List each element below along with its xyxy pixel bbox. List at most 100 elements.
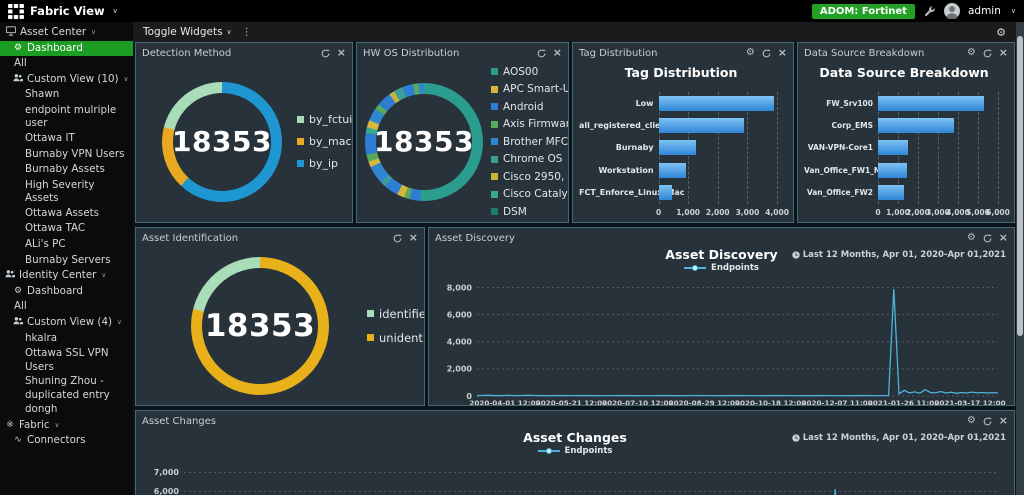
- sidebar-item-ottawa-assets[interactable]: Ottawa Assets: [0, 206, 133, 222]
- bar[interactable]: [878, 95, 984, 111]
- legend-item-cisco-2950-2960[interactable]: Cisco 2950, 2960,: [491, 171, 568, 183]
- bar[interactable]: [658, 118, 745, 134]
- bar[interactable]: [878, 162, 907, 178]
- refresh-icon[interactable]: [762, 48, 771, 58]
- legend-item-dsm[interactable]: DSM: [491, 206, 568, 218]
- legend-item-axis-firmware[interactable]: Axis Firmware: [491, 118, 568, 130]
- sidebar-item-endpoint-mulriple-user[interactable]: endpoint mulriple user: [0, 103, 133, 131]
- sidebar-item-all[interactable]: All: [0, 299, 133, 315]
- close-icon[interactable]: ×: [777, 46, 787, 59]
- bar-row-van-office-fw1-master[interactable]: Van_Office_FW1_Master: [804, 162, 1004, 178]
- sidebar-item-burnaby-servers[interactable]: Burnaby Servers: [0, 253, 133, 269]
- sidebar-item-burnaby-vpn-users[interactable]: Burnaby VPN Users: [0, 147, 133, 163]
- bar-row-burnaby[interactable]: Burnaby: [579, 140, 783, 156]
- tools-wrench-icon[interactable]: [923, 5, 936, 18]
- legend-item-identified[interactable]: identified: [367, 307, 424, 321]
- close-icon[interactable]: ×: [998, 46, 1008, 59]
- dashboard-settings-icon[interactable]: ⚙: [996, 25, 1006, 39]
- legend-item-brother-mfc-7820[interactable]: Brother MFC-7820: [491, 136, 568, 148]
- more-options-icon[interactable]: ⋮: [241, 26, 252, 38]
- widget-settings-icon[interactable]: ⚙: [966, 47, 976, 58]
- bar-row-corp-ems[interactable]: Corp_EMS: [804, 118, 1004, 134]
- data-source-bar-chart[interactable]: FW_Srv100 Corp_EMS VAN-VPN-Core1 Van_Office…: [804, 92, 1010, 219]
- refresh-icon[interactable]: [393, 233, 402, 243]
- legend-item-android[interactable]: Android: [491, 101, 568, 113]
- close-icon[interactable]: ×: [998, 231, 1008, 244]
- tag-distribution-bar-chart[interactable]: Low all_registered_clients Burnaby Workstat…: [579, 92, 789, 219]
- chevron-down-icon[interactable]: ∨: [1010, 7, 1016, 15]
- toggle-widgets-button[interactable]: Toggle Widgets: [143, 26, 223, 38]
- bar[interactable]: [658, 185, 673, 201]
- vertical-scrollbar[interactable]: [1016, 22, 1024, 495]
- legend-item-aos00[interactable]: AOS00: [491, 66, 568, 78]
- bar-row-all-registered-clients[interactable]: all_registered_clients: [579, 118, 783, 134]
- widget-settings-icon[interactable]: ⚙: [966, 415, 976, 426]
- sidebar-item-burnaby-assets[interactable]: Burnaby Assets: [0, 162, 133, 178]
- legend-item-by-fctuid[interactable]: by_fctuid: [297, 113, 352, 126]
- bar-row-van-vpn-core1[interactable]: VAN-VPN-Core1: [804, 140, 1004, 156]
- detection-method-donut[interactable]: 18353: [162, 81, 282, 202]
- legend-item-by-ip[interactable]: by_ip: [297, 157, 352, 170]
- close-icon[interactable]: ×: [408, 231, 418, 244]
- scrollbar-thumb[interactable]: [1017, 36, 1023, 336]
- refresh-icon[interactable]: [983, 416, 992, 426]
- sidebar-item-ottawa-it[interactable]: Ottawa IT: [0, 131, 133, 147]
- sidebar-item-ottawa-ssl-vpn-users[interactable]: Ottawa SSL VPN Users: [0, 346, 133, 374]
- sidebar-item-custom-view-10[interactable]: Custom View (10) ∨: [0, 72, 133, 88]
- sidebar-item-ottawa-tac[interactable]: Ottawa TAC: [0, 221, 133, 237]
- refresh-icon[interactable]: [321, 48, 330, 58]
- series-legend-endpoints[interactable]: Endpoints: [136, 445, 1014, 457]
- bar[interactable]: [658, 95, 775, 111]
- sidebar-item-asset-center[interactable]: Asset Center ∨: [0, 25, 133, 41]
- sidebar-item-dashboard[interactable]: ⚙ Dashboard: [0, 40, 133, 57]
- hw-os-donut[interactable]: 18353: [365, 82, 483, 201]
- legend-item-unidentified[interactable]: unidentified: [367, 331, 424, 345]
- sidebar-item-connectors[interactable]: ∿ Connectors: [0, 433, 133, 449]
- asset-changes-line-chart[interactable]: 7,0006,0005,0004,0003,0002,0001,00002020…: [138, 459, 1012, 495]
- legend-item-apc-smart-ups-30[interactable]: APC Smart-UPS 30: [491, 83, 568, 95]
- legend-item-cisco-catalyst-260[interactable]: Cisco Catalyst 260: [491, 188, 568, 200]
- bar-row-workstation[interactable]: Workstation: [579, 162, 783, 178]
- avatar[interactable]: [943, 3, 960, 19]
- bar-row-fct-enforce-linux-mac[interactable]: FCT_Enforce_Linux_Mac: [579, 185, 783, 201]
- bar[interactable]: [878, 140, 908, 156]
- sidebar-item-dashboard[interactable]: ⚙ Dashboard: [0, 284, 133, 300]
- close-icon[interactable]: ×: [998, 414, 1008, 427]
- refresh-icon[interactable]: [983, 48, 992, 58]
- sidebar-item-shuning-zhou-duplicated-entry[interactable]: Shuning Zhou - duplicated entry: [0, 374, 133, 402]
- bar[interactable]: [658, 162, 686, 178]
- sidebar-item-identity-center[interactable]: Identity Center ∨: [0, 268, 133, 284]
- refresh-icon[interactable]: [983, 233, 992, 243]
- bar-row-van-office-fw2[interactable]: Van_Office_FW2: [804, 185, 1004, 201]
- app-title[interactable]: Fabric View: [30, 4, 105, 18]
- sidebar-item-fabric[interactable]: ※ Fabric ∨: [0, 418, 133, 434]
- legend-item-chrome-os[interactable]: Chrome OS: [491, 153, 568, 165]
- sidebar-item-dongh[interactable]: dongh: [0, 402, 133, 418]
- bar[interactable]: [658, 140, 696, 156]
- sidebar-item-all[interactable]: All: [0, 56, 133, 72]
- bar[interactable]: [878, 185, 904, 201]
- refresh-icon[interactable]: [537, 48, 546, 58]
- close-icon[interactable]: ×: [336, 46, 346, 59]
- widget-settings-icon[interactable]: ⚙: [745, 47, 755, 58]
- bar-row-fw-srv100[interactable]: FW_Srv100: [804, 95, 1004, 111]
- widget-settings-icon[interactable]: ⚙: [966, 232, 976, 243]
- chevron-down-icon[interactable]: ∨: [226, 28, 232, 36]
- fortinet-grid-logo[interactable]: [8, 3, 24, 19]
- bar-row-low[interactable]: Low: [579, 95, 783, 111]
- line-chart-canvas[interactable]: 7,0006,0005,0004,0003,0002,0001,00002020…: [138, 459, 1012, 495]
- sidebar-item-hkalra[interactable]: hkalra: [0, 331, 133, 347]
- asset-discovery-line-chart[interactable]: 8,000 6,000 4,000 2,000 0 2020-04-01 12:00 202…: [431, 276, 1012, 406]
- close-icon[interactable]: ×: [552, 46, 562, 59]
- bar[interactable]: [878, 118, 954, 134]
- sidebar-item-high-severity-assets[interactable]: High Severity Assets: [0, 178, 133, 206]
- series-legend-endpoints[interactable]: Endpoints: [429, 262, 1014, 274]
- legend-item-by-mac[interactable]: by_mac: [297, 135, 352, 148]
- asset-identification-donut[interactable]: 18353: [191, 256, 329, 395]
- chevron-down-icon[interactable]: ∨: [112, 7, 118, 15]
- user-menu[interactable]: admin: [967, 5, 1001, 17]
- sidebar-item-shawn[interactable]: Shawn: [0, 87, 133, 103]
- adom-badge[interactable]: ADOM: Fortinet: [811, 3, 915, 19]
- sidebar-item-custom-view-4[interactable]: Custom View (4) ∨: [0, 315, 133, 331]
